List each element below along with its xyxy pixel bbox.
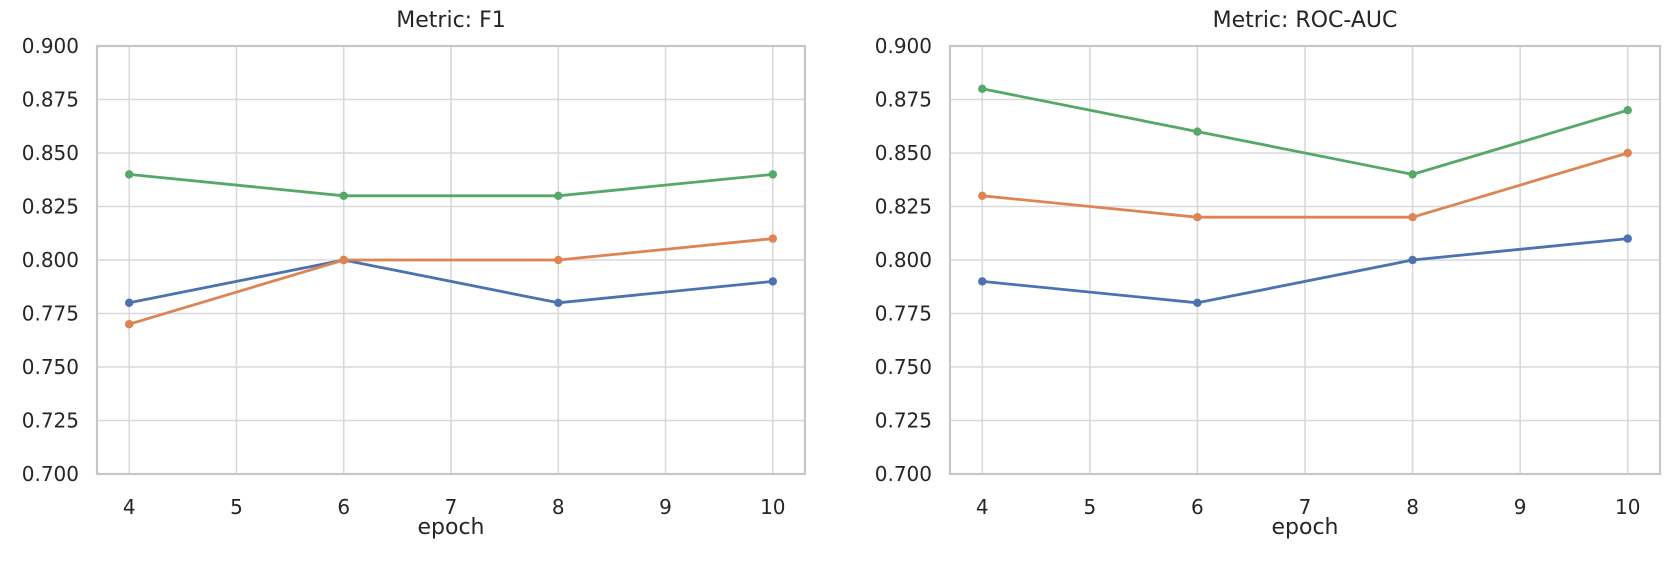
series-green-marker: [554, 191, 563, 200]
series-blue-marker: [978, 277, 987, 286]
x-tick-label: 9: [659, 495, 672, 519]
chart-f1-xlabel: epoch: [417, 515, 485, 540]
y-tick-label: 0.825: [875, 194, 932, 218]
x-tick-label: 10: [1615, 495, 1640, 519]
series-blue-marker: [554, 298, 563, 307]
series-orange-marker: [1408, 213, 1417, 222]
series-blue-marker: [768, 277, 778, 286]
series-orange-marker: [339, 255, 348, 265]
y-tick-labels: 0.700 0.725 0.750 0.775 0.800 0.825 0.850 0.875…: [22, 34, 79, 486]
axes-spines: [948, 44, 1662, 476]
x-tick-labels: 4 5 6 7 8 9 10: [976, 495, 1641, 519]
y-tick-label: 0.875: [875, 87, 932, 111]
chart-roc-auc-xlabel: epoch: [1271, 515, 1339, 540]
series-orange-marker: [1193, 213, 1202, 222]
chart-f1-plot: 0.700 0.725 0.750 0.775 0.800 0.825 0.850 0.875…: [22, 34, 807, 519]
x-tick-label: 7: [445, 495, 458, 519]
series-orange-line: [127, 237, 775, 326]
series-blue-line: [127, 258, 775, 305]
series-series-orange: [124, 234, 778, 329]
series-green-marker: [1623, 106, 1632, 115]
series-series-green: [124, 170, 778, 200]
y-tick-label: 0.850: [875, 141, 932, 165]
x-tick-label: 7: [1299, 495, 1312, 519]
series-blue-marker: [1623, 234, 1632, 243]
y-tick-labels: 0.700 0.725 0.750 0.775 0.800 0.825 0.850 0.875…: [875, 34, 932, 486]
y-tick-label: 0.875: [22, 87, 79, 111]
y-tick-label: 0.775: [875, 301, 932, 325]
y-tick-label: 0.900: [22, 34, 79, 58]
y-tick-label: 0.775: [22, 301, 79, 325]
axes-spines: [95, 44, 807, 476]
series-orange-marker: [554, 255, 563, 265]
series-green-marker: [1193, 127, 1202, 136]
chart-roc-auc-plot: 0.700 0.725 0.750 0.775 0.800 0.825 0.850 0.875…: [875, 34, 1662, 519]
series-series-green: [978, 84, 1632, 179]
series-green-line: [127, 172, 775, 198]
chart-roc-auc-title: Metric: ROC-AUC: [1212, 8, 1398, 33]
x-tick-label: 6: [337, 495, 350, 519]
x-tick-labels: 4 5 6 7 8 9 10: [123, 495, 786, 519]
x-tick-label: 9: [1514, 495, 1527, 519]
series-orange-marker: [768, 234, 778, 243]
series-series-orange: [978, 148, 1632, 222]
x-tick-label: 6: [1191, 495, 1204, 519]
x-tick-label: 5: [1083, 495, 1096, 519]
y-tick-label: 0.800: [22, 248, 79, 272]
y-tick-label: 0.850: [22, 141, 79, 165]
y-tick-label: 0.700: [875, 462, 932, 486]
x-tick-label: 5: [230, 495, 243, 519]
y-tick-label: 0.725: [22, 408, 79, 432]
series-series-blue: [978, 234, 1632, 307]
y-tick-label: 0.700: [22, 462, 79, 486]
series-green-marker: [978, 84, 987, 94]
chart-f1-title: Metric: F1: [396, 8, 506, 33]
series-green-marker: [124, 170, 134, 179]
series-green-marker: [768, 170, 778, 179]
x-tick-label: 4: [123, 495, 136, 519]
series-blue-marker: [1193, 298, 1202, 307]
y-tick-label: 0.725: [875, 408, 932, 432]
series-orange-marker: [978, 191, 987, 200]
y-tick-label: 0.900: [875, 34, 932, 58]
y-tick-label: 0.825: [22, 194, 79, 218]
x-tick-label: 8: [552, 495, 565, 519]
series-orange-marker: [124, 320, 134, 329]
series-blue-line: [980, 237, 1630, 305]
series-blue-marker: [124, 298, 134, 307]
series-green-marker: [339, 191, 348, 200]
x-tick-label: 8: [1406, 495, 1419, 519]
series-orange-marker: [1623, 148, 1632, 158]
series-green-marker: [1408, 170, 1417, 179]
series-blue-marker: [1408, 255, 1417, 265]
y-tick-label: 0.750: [22, 355, 79, 379]
series-green-line: [980, 87, 1630, 176]
y-tick-label: 0.800: [875, 248, 932, 272]
series-orange-line: [980, 151, 1630, 219]
x-tick-label: 4: [976, 495, 989, 519]
x-tick-label: 10: [760, 495, 785, 519]
y-tick-label: 0.750: [875, 355, 932, 379]
